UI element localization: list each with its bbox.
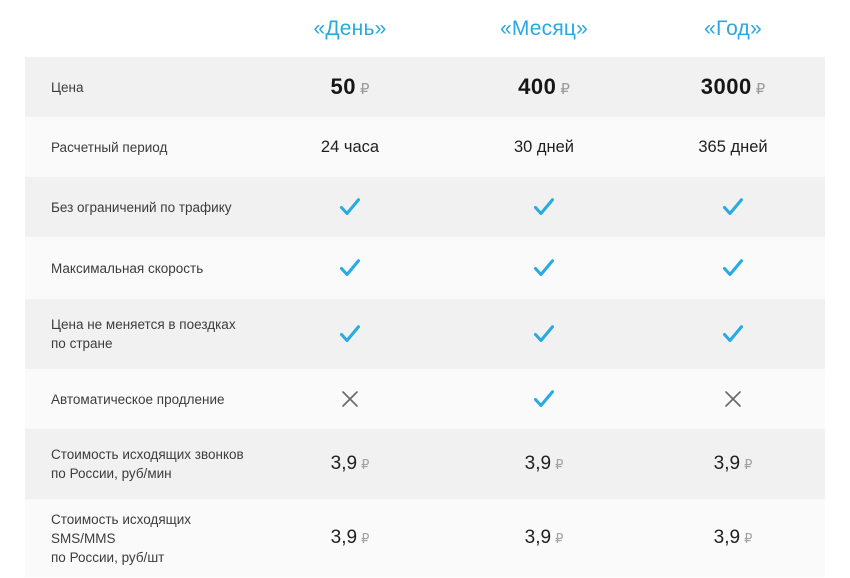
plan-header-row: «День» «Месяц» «Год» [25,0,825,57]
rate-cell: 3,9 ₽ [253,453,447,475]
check-icon [722,197,744,217]
price-cell: 400 ₽ [447,74,641,100]
rate-amount: 3,9 [524,527,552,548]
rate-amount: 3,9 [713,453,741,474]
rate-cell: 3,9 ₽ [447,527,641,549]
rate-cell: 3,9 ₽ [253,527,447,549]
price-cell: 50 ₽ [253,74,447,100]
feature-cell [447,324,641,345]
feature-cell [253,197,447,218]
ruble-currency-symbol: ₽ [361,531,370,546]
row-label: Максимальная скорость [51,260,204,276]
rate-amount: 3,9 [330,527,358,548]
rate-cell: 3,9 ₽ [447,453,641,475]
check-icon [722,324,744,344]
row-label-line1: Стоимость исходящих SMS/MMS [51,511,192,546]
check-icon [533,197,555,217]
feature-cell [447,258,641,279]
feature-cell [447,389,641,410]
feature-cell [641,389,825,410]
row-label-line2: по стране [51,336,113,351]
table-row: Автоматическое продление [25,369,825,429]
table-row: Стоимость исходящих звонков по России, ру… [25,429,825,499]
price-cell: 3000 ₽ [641,74,825,100]
ruble-currency-symbol: ₽ [755,81,766,98]
price-amount: 3000 [700,74,752,99]
table-row: Максимальная скорость [25,237,825,299]
check-icon [533,389,555,409]
price-amount: 50 [330,74,356,99]
plan-header-month: «Месяц» [499,16,589,40]
plan-header-day: «День» [313,16,387,40]
check-icon [339,197,361,217]
check-icon [533,324,555,344]
cross-icon [340,389,360,409]
period-cell: 30 дней [447,137,641,157]
feature-cell [641,258,825,279]
feature-cell [253,389,447,410]
row-label: Цена [51,79,84,95]
row-label-line2: по России, руб/мин [51,466,172,481]
check-icon [533,258,555,278]
ruble-currency-symbol: ₽ [744,531,753,546]
row-label: Без ограничений по трафику [51,199,232,215]
ruble-currency-symbol: ₽ [555,457,564,472]
table-row: Стоимость исходящих SMS/MMS по России, ру… [25,499,825,577]
feature-cell [253,324,447,345]
ruble-currency-symbol: ₽ [359,81,370,98]
row-label-line2: по России, руб/шт [51,549,165,565]
row-label: Автоматическое продление [51,391,225,407]
rate-amount: 3,9 [524,453,552,474]
ruble-currency-symbol: ₽ [361,457,370,472]
period-value: 24 часа [320,138,380,156]
period-value: 30 дней [513,138,575,156]
period-cell: 24 часа [253,137,447,157]
table-row: Цена не меняется в поездках по стране [25,299,825,369]
rate-cell: 3,9 ₽ [641,527,825,549]
price-amount: 400 [518,74,557,99]
row-label-line1: Стоимость исходящих звонков [51,447,244,462]
check-icon [339,324,361,344]
rate-cell: 3,9 ₽ [641,453,825,475]
row-label: Стоимость исходящих SMS/MMS по России, ру… [25,510,253,567]
feature-cell [641,324,825,345]
feature-cell [447,197,641,218]
ruble-currency-symbol: ₽ [560,81,570,98]
row-label: Расчетный период [51,139,168,155]
ruble-currency-symbol: ₽ [744,457,753,472]
check-icon [339,258,361,278]
ruble-currency-symbol: ₽ [555,531,564,546]
tariff-table: Цена 50 ₽400 ₽3000 ₽ Расчетный период 24 часа 3… [25,57,825,577]
row-label: Стоимость исходящих звонков по России, ру… [25,445,253,483]
rate-amount: 3,9 [330,453,358,474]
row-label: Цена не меняется в поездках по стране [25,315,253,353]
plan-header-year: «Год» [704,16,762,40]
table-row: Расчетный период 24 часа 30 дней 365 дней [25,117,825,177]
rate-amount: 3,9 [713,527,741,548]
period-value: 365 дней [698,138,768,156]
feature-cell [253,258,447,279]
row-label-line1: Цена не меняется в поездках [51,317,236,332]
check-icon [722,258,744,278]
table-row: Цена 50 ₽400 ₽3000 ₽ [25,57,825,117]
period-cell: 365 дней [641,137,825,157]
feature-cell [641,197,825,218]
table-row: Без ограничений по трафику [25,177,825,237]
cross-icon [723,389,743,409]
